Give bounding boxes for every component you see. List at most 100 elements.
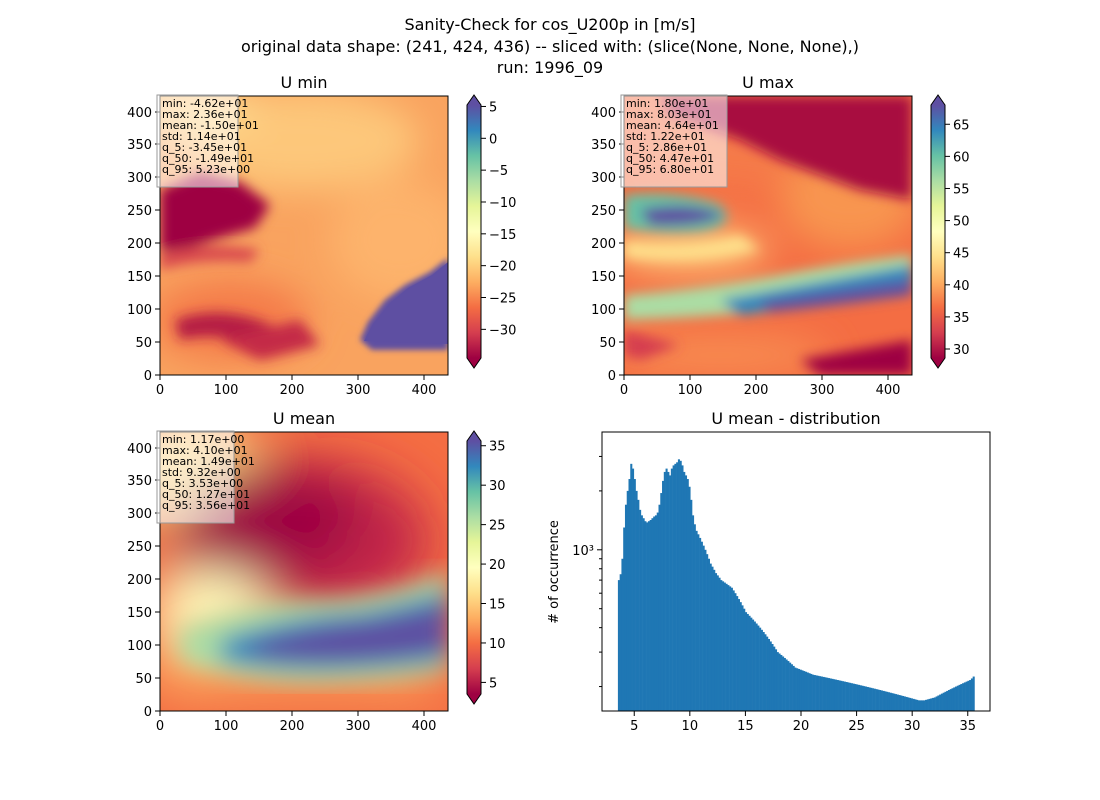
- x-tick-label: 15: [737, 719, 754, 734]
- histogram-bar: [773, 646, 776, 711]
- y-tick-label: 50: [135, 336, 152, 351]
- x-ticks: 5 10 15 20 25 30 35: [630, 711, 976, 734]
- histogram-bar: [743, 608, 746, 711]
- panel-title: U max: [742, 73, 794, 92]
- histogram-bar: [693, 524, 696, 711]
- histogram-bar: [889, 692, 892, 711]
- histogram-bar: [619, 574, 622, 711]
- histogram-bar: [932, 697, 935, 711]
- histogram-bar: [778, 653, 781, 711]
- histogram-bar: [711, 566, 714, 711]
- histogram-bar: [651, 518, 654, 711]
- histogram-bar: [842, 681, 845, 711]
- stat-line: q_50: -1.49e+01: [162, 152, 254, 165]
- histogram-bar: [852, 683, 855, 711]
- histogram-bar: [654, 515, 658, 711]
- histogram-bar: [736, 596, 739, 711]
- histogram-bar: [674, 463, 677, 711]
- histogram-bar: [813, 675, 816, 711]
- histogram-bar: [859, 685, 862, 711]
- colorbar-tick-label: 0: [489, 132, 497, 147]
- stat-line: q_95: 5.23e+00: [162, 163, 250, 176]
- histogram-bar: [838, 680, 841, 711]
- histogram-bar: [896, 694, 899, 711]
- histogram-bar: [746, 613, 749, 711]
- stat-line: mean: -1.50e+01: [162, 119, 259, 132]
- histogram-bar: [819, 676, 822, 711]
- y-ticks: 10³: [572, 455, 602, 688]
- stat-line: q_5: 2.86e+01: [626, 141, 707, 154]
- histogram-bar: [909, 697, 912, 711]
- histogram-bar: [933, 697, 936, 711]
- histogram-bar: [893, 693, 896, 711]
- histogram-bar: [792, 665, 795, 711]
- histogram-bar: [774, 649, 778, 711]
- histogram-bar: [663, 471, 666, 711]
- histogram-bar: [875, 689, 878, 711]
- histogram-bar: [722, 581, 725, 711]
- histogram-bar: [797, 668, 800, 711]
- histogram-bar: [969, 680, 972, 711]
- colorbar-tick-label: −20: [489, 260, 516, 275]
- histogram-bar: [686, 479, 689, 711]
- histogram-bar: [951, 688, 954, 711]
- colorbar-tick-label: 20: [489, 558, 506, 573]
- colorbar-tick-label: 5: [489, 100, 497, 115]
- histogram-bar: [895, 694, 898, 711]
- histogram-bar: [962, 683, 965, 711]
- colorbar-tick-label: 30: [489, 479, 506, 494]
- colorbar: 5 0 −5 −10 −15 −20 −25 −30: [466, 94, 516, 369]
- colorbar-tick-label: 15: [489, 598, 506, 613]
- histogram-bar: [815, 675, 818, 711]
- x-tick-label: 300: [346, 719, 371, 734]
- histogram-bar: [757, 625, 760, 711]
- panel-u-min: U min 0 100 200 300: [127, 73, 516, 398]
- histogram-bar: [810, 673, 813, 711]
- histogram-bar: [834, 679, 838, 711]
- histogram-bar: [637, 499, 640, 711]
- x-tick-label: 35: [959, 719, 976, 734]
- histogram-bar: [944, 691, 947, 711]
- x-tick-label: 200: [744, 383, 769, 398]
- y-tick-label: 300: [127, 507, 152, 522]
- histogram-bar: [803, 671, 806, 711]
- stat-line: std: 1.14e+01: [162, 130, 241, 143]
- histogram-bar: [621, 558, 624, 711]
- histogram-bar: [709, 563, 712, 711]
- histogram-bar: [679, 460, 682, 711]
- colorbar-tick-label: 65: [953, 118, 970, 133]
- histogram-bar: [829, 678, 832, 711]
- y-tick-label: 150: [591, 270, 616, 285]
- histogram-bar: [845, 682, 848, 711]
- histogram-bar: [912, 698, 915, 711]
- colorbar-tick-label: −5: [489, 164, 508, 179]
- colorbar-tick-label: 10: [489, 637, 506, 652]
- panel-title: U mean - distribution: [711, 409, 880, 428]
- stat-line: max: 8.03e+01: [626, 108, 712, 121]
- histogram-bar: [644, 521, 647, 711]
- histogram-bar: [776, 652, 779, 711]
- histogram-bar: [886, 691, 889, 711]
- histogram-bar: [755, 623, 758, 711]
- histogram-bar: [633, 479, 636, 711]
- histogram-bar: [937, 695, 940, 711]
- histogram-bar: [916, 699, 919, 711]
- histogram-bar: [955, 686, 958, 711]
- histogram-bar: [623, 527, 626, 711]
- histogram-bar: [787, 661, 790, 711]
- y-tick-label: 200: [127, 237, 152, 252]
- x-tick-label: 300: [810, 383, 835, 398]
- x-tick-label: 20: [793, 719, 810, 734]
- panel-u-mean-distribution: U mean - distribution 5 10 15 20 25 30 35 10³ …: [547, 409, 991, 734]
- colorbar-tick-label: 25: [489, 519, 506, 534]
- histogram-bar: [640, 515, 643, 711]
- histogram-bar: [669, 475, 672, 711]
- histogram-bar: [799, 669, 802, 711]
- histogram-bar: [737, 599, 740, 711]
- colorbar-tick-label: −15: [489, 228, 516, 243]
- x-tick-label: 200: [280, 383, 305, 398]
- histogram-bar: [879, 690, 882, 711]
- histogram-bar: [647, 521, 650, 711]
- histogram-bar: [804, 671, 808, 711]
- histogram-bar: [956, 685, 959, 711]
